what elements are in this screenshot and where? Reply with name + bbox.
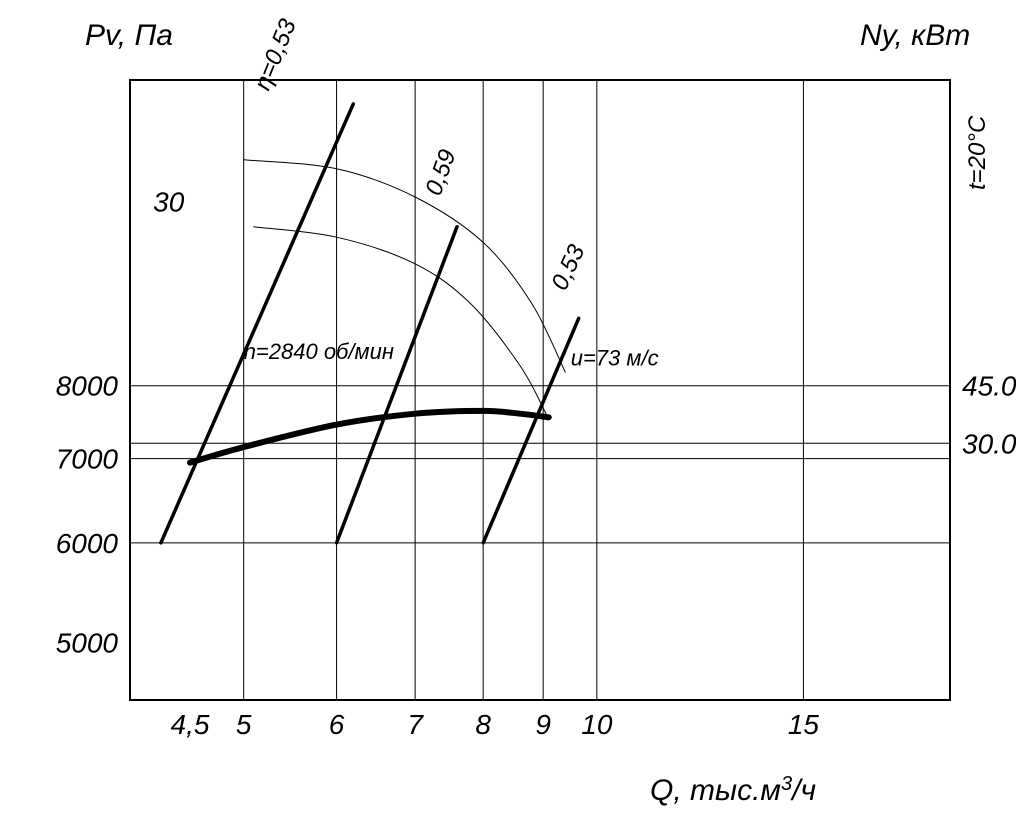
yleft-tick-label: 5000	[56, 627, 119, 658]
yright-tick-label: 30.0	[962, 428, 1016, 459]
temp-note: t=20°C	[964, 115, 991, 190]
chart-svg: η=0,53 0,59 0,53 30 n=2840 об/мин u=73 м/с 4,5…	[0, 0, 1016, 823]
power-label: 30	[153, 187, 185, 218]
axis-title-right: Ny, кВт	[860, 19, 970, 52]
x-tick-label: 6	[329, 709, 345, 740]
x-tick-label: 10	[581, 709, 613, 740]
main-curve-label-left: n=2840 об/мин	[244, 339, 394, 364]
efficiency-label: η=0,53	[249, 15, 302, 94]
efficiency-label: 0,53	[546, 240, 590, 294]
x-tick-label: 5	[236, 709, 252, 740]
yleft-tick-label: 7000	[56, 444, 119, 475]
axis-title-left: Pv, Па	[85, 19, 173, 52]
x-tick-label: 9	[535, 709, 551, 740]
x-tick-label: 8	[475, 709, 491, 740]
yleft-tick-label: 8000	[56, 371, 119, 402]
efficiency-line	[483, 318, 579, 543]
x-tick-label: 7	[407, 709, 424, 740]
main-curve-label-right: u=73 м/с	[571, 346, 659, 371]
x-tick-label: 15	[788, 709, 820, 740]
x-tick-label: 4,5	[171, 709, 210, 740]
axis-title-bottom: Q, тыс.м3/ч	[650, 773, 816, 807]
efficiency-line	[161, 104, 353, 543]
efficiency-label: 0,59	[420, 146, 461, 199]
efficiency-line	[337, 227, 457, 543]
plot-frame	[130, 80, 950, 700]
yleft-tick-label: 6000	[56, 528, 119, 559]
fan-performance-chart: { "canvas": { "w": 1016, "h": 823 }, "pl…	[0, 0, 1016, 823]
yright-tick-label: 45.0	[962, 371, 1016, 402]
